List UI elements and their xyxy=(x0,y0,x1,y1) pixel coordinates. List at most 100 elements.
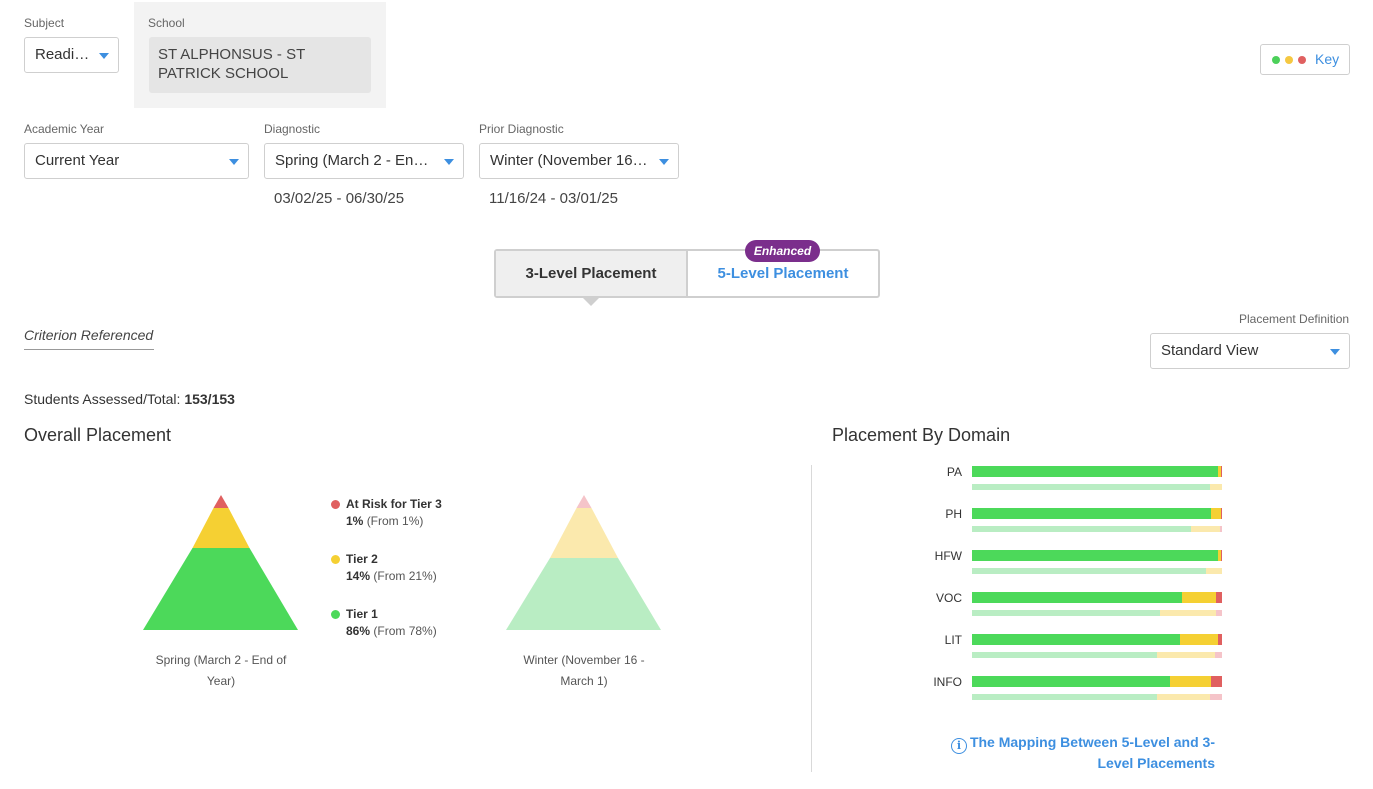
placement-toggle: 3-Level Placement 5-Level Placement xyxy=(494,249,880,298)
yellow-dot-icon xyxy=(1285,56,1293,64)
bar-segment-tier1 xyxy=(972,550,1219,561)
prior-diagnostic-value: Winter (November 16 - March 1) xyxy=(490,152,679,169)
current-placement-pyramid xyxy=(143,495,298,630)
placement-definition-label: Placement Definition xyxy=(1239,312,1350,326)
placement-definition-select[interactable]: Standard View xyxy=(1150,333,1350,369)
bar-segment-tier2 xyxy=(1209,484,1222,490)
pyramid-tier2-segment xyxy=(192,508,250,548)
bar-segment-tier1 xyxy=(972,508,1211,519)
bar-segment-tier2 xyxy=(1210,508,1221,519)
green-dot-icon xyxy=(331,610,340,619)
domain-row-pa: PA xyxy=(900,465,1230,505)
chevron-down-icon xyxy=(659,159,669,165)
domain-bar-current xyxy=(972,508,1222,519)
bar-segment-tier1 xyxy=(972,568,1206,574)
bar-segment-tier2 xyxy=(1205,568,1222,574)
domain-bar-current xyxy=(972,550,1222,561)
diagnostic-label: Diagnostic xyxy=(264,122,321,136)
students-label: Students Assessed/Total: xyxy=(24,391,181,407)
students-value: 153/153 xyxy=(184,391,235,407)
diagnostic-dates: 03/02/25 - 06/30/25 xyxy=(274,190,405,207)
chevron-down-icon xyxy=(1330,349,1340,355)
pyramid-tier1-segment xyxy=(506,558,661,630)
bar-segment-tier3 xyxy=(1214,652,1222,658)
red-dot-icon xyxy=(1298,56,1306,64)
domain-bar-prior xyxy=(972,484,1222,490)
school-field: ST ALPHONSUS - ST PATRICK SCHOOL xyxy=(149,37,371,93)
domain-bar-prior xyxy=(972,526,1222,532)
domain-bar-prior xyxy=(972,610,1222,616)
school-panel: School ST ALPHONSUS - ST PATRICK SCHOOL xyxy=(134,2,386,108)
bar-segment-tier1 xyxy=(972,484,1210,490)
bar-segment-tier1 xyxy=(972,652,1157,658)
diagnostic-select[interactable]: Spring (March 2 - End of Year) xyxy=(264,143,464,179)
current-pyramid-caption: Spring (March 2 - End of Year) xyxy=(155,653,287,688)
overall-placement-title: Overall Placement xyxy=(24,425,172,445)
domain-row-info: INFO xyxy=(900,675,1230,715)
domain-bar-prior xyxy=(972,694,1222,700)
domain-bar-current xyxy=(972,592,1222,603)
tab-3-level-placement[interactable]: 3-Level Placement xyxy=(496,251,688,296)
domain-bar-current xyxy=(972,676,1222,687)
pyramid-tier1-segment xyxy=(143,548,298,630)
subject-value: Reading xyxy=(35,46,91,63)
subject-label: Subject xyxy=(24,16,65,30)
chevron-down-icon xyxy=(99,53,109,59)
domain-label: PH xyxy=(945,507,962,521)
bar-segment-tier2 xyxy=(1169,676,1211,687)
placement-definition-value: Standard View xyxy=(1161,342,1259,359)
prior-diagnostic-label: Prior Diagnostic xyxy=(479,122,564,136)
bar-segment-tier3 xyxy=(1220,550,1222,561)
diagnostic-value: Spring (March 2 - End of Year) xyxy=(275,152,464,169)
domain-row-hfw: HFW xyxy=(900,549,1230,589)
bar-segment-tier2 xyxy=(1182,592,1216,603)
bar-segment-tier3 xyxy=(1215,592,1222,603)
prior-placement-pyramid xyxy=(506,495,661,630)
yellow-dot-icon xyxy=(331,555,340,564)
domain-label: INFO xyxy=(933,675,962,689)
subject-select[interactable]: Reading xyxy=(24,37,119,73)
domain-bar-current xyxy=(972,466,1222,477)
placement-by-domain-title: Placement By Domain xyxy=(832,425,1011,445)
bar-segment-tier3 xyxy=(1220,508,1222,519)
key-label: Key xyxy=(1315,51,1340,67)
students-assessed: Students Assessed/Total: 153/153 xyxy=(24,391,235,407)
criterion-referenced-tab[interactable]: Criterion Referenced xyxy=(24,327,154,350)
green-dot-icon xyxy=(1272,56,1280,64)
bar-segment-tier1 xyxy=(972,694,1157,700)
prior-pyramid-caption: Winter (November 16 - March 1) xyxy=(523,653,645,688)
academic-year-value: Current Year xyxy=(35,152,120,169)
domain-label: HFW xyxy=(934,549,962,563)
pyramid-tier3-segment xyxy=(213,495,229,508)
academic-year-select[interactable]: Current Year xyxy=(24,143,249,179)
domain-row-lit: LIT xyxy=(900,633,1230,673)
bar-segment-tier3 xyxy=(1215,610,1222,616)
key-button[interactable]: Key xyxy=(1260,44,1350,75)
domain-row-voc: VOC xyxy=(900,591,1230,631)
mapping-link[interactable]: i The Mapping Between 5-Level and 3-Level… xyxy=(940,733,1215,773)
info-icon: i xyxy=(950,738,967,754)
chevron-down-icon xyxy=(444,159,454,165)
bar-segment-tier3 xyxy=(1209,694,1222,700)
bar-segment-tier2 xyxy=(1157,694,1210,700)
toggle-pointer-icon xyxy=(582,297,600,306)
prior-diagnostic-select[interactable]: Winter (November 16 - March 1) xyxy=(479,143,679,179)
bar-segment-tier3 xyxy=(1210,676,1222,687)
pyramid-tier3-segment xyxy=(576,495,592,508)
bar-segment-tier2 xyxy=(1190,526,1220,532)
pyramid-tier2-segment xyxy=(550,508,618,558)
domain-label: LIT xyxy=(944,633,962,647)
bar-segment-tier3 xyxy=(1221,466,1222,477)
chevron-down-icon xyxy=(229,159,239,165)
bar-segment-tier1 xyxy=(972,592,1182,603)
tab-5-level-placement[interactable]: 5-Level Placement xyxy=(717,265,849,282)
prior-diagnostic-dates: 11/16/24 - 03/01/25 xyxy=(489,190,618,207)
academic-year-label: Academic Year xyxy=(24,122,105,136)
bar-segment-tier1 xyxy=(972,676,1170,687)
domain-row-ph: PH xyxy=(900,507,1230,547)
bar-segment-tier2 xyxy=(1159,610,1216,616)
bar-segment-tier1 xyxy=(972,634,1180,645)
bar-segment-tier2 xyxy=(1157,652,1215,658)
bar-segment-tier3 xyxy=(1219,526,1222,532)
enhanced-badge: Enhanced xyxy=(745,240,820,262)
